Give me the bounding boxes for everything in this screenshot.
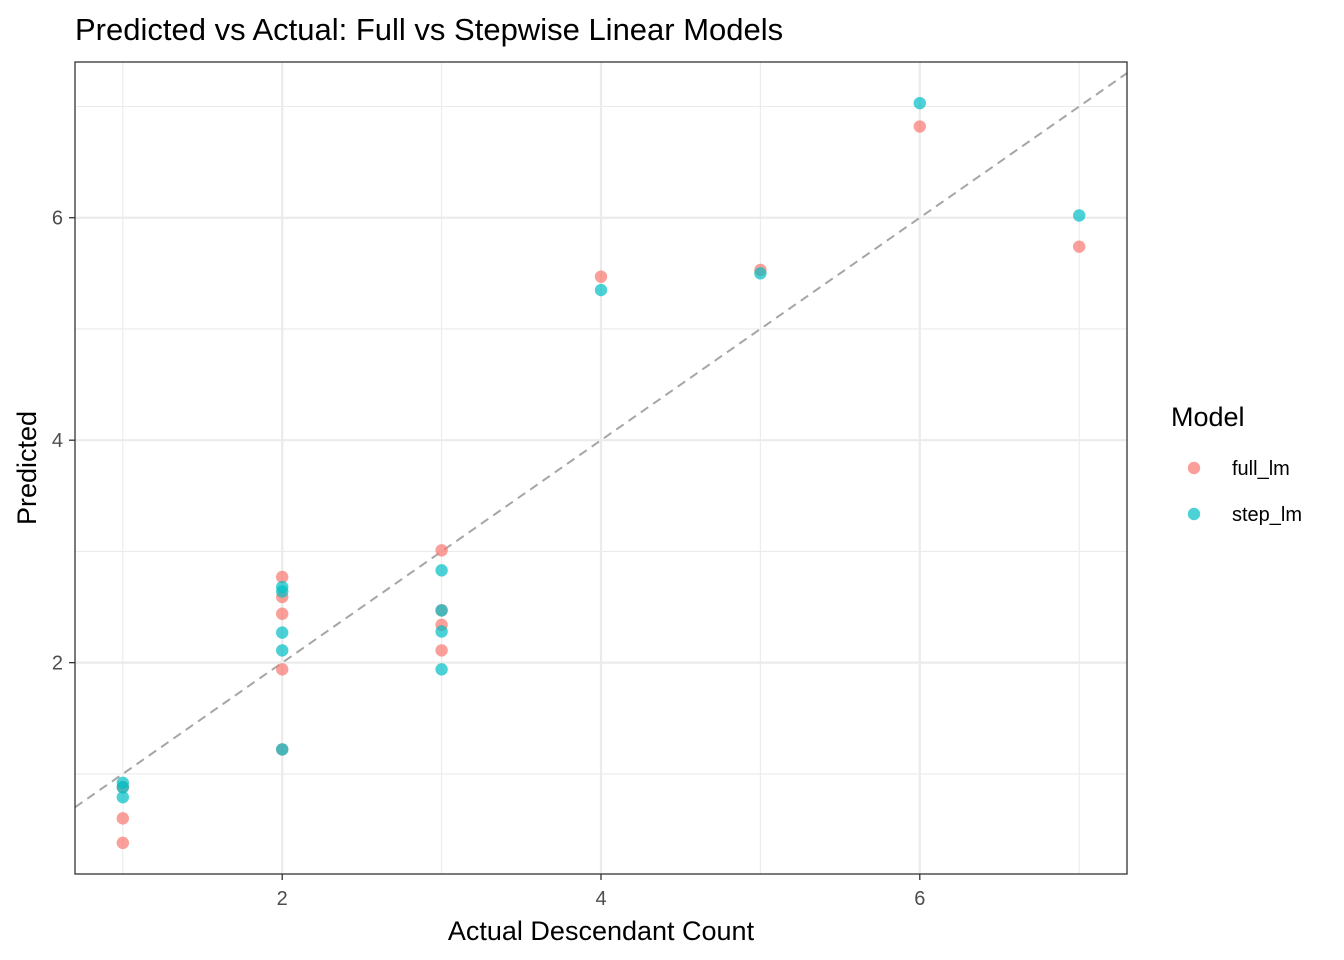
y-tick-label: 6 (52, 208, 63, 230)
data-point-step-lm (435, 564, 448, 577)
data-point-full-lm (276, 607, 289, 620)
data-point-full-lm (116, 836, 130, 850)
x-tick-label: 6 (914, 888, 925, 910)
x-tick-label: 2 (277, 888, 288, 910)
data-point-full-lm (1072, 240, 1086, 253)
data-point-full-lm (913, 120, 926, 133)
legend-label: full_lm (1232, 458, 1290, 480)
legend-title: Model (1171, 402, 1245, 432)
legend-label: step_lm (1232, 504, 1302, 526)
data-point-step-lm (276, 580, 289, 594)
data-point-full-lm (276, 663, 289, 676)
data-point-step-lm (276, 626, 289, 639)
x-axis-title: Actual Descendant Count (448, 916, 755, 946)
legend-key-full-lm (1187, 461, 1201, 475)
identity-reference-line (74, 72, 1128, 809)
data-point-step-lm (435, 625, 448, 638)
y-tick-label: 2 (52, 653, 63, 675)
data-point-step-lm (116, 791, 130, 804)
data-point-step-lm (754, 267, 767, 280)
y-tick-label: 4 (52, 430, 63, 452)
data-point-full-lm (435, 644, 448, 657)
x-tick-label: 4 (595, 888, 606, 910)
data-point-step-lm (1072, 209, 1086, 222)
data-point-full-lm (435, 544, 448, 557)
plot-panel (74, 61, 1128, 875)
data-point-step-lm (594, 283, 608, 297)
data-point-step-lm (913, 96, 926, 110)
legend-key-step-lm (1187, 507, 1201, 521)
data-point-full-lm (276, 570, 289, 584)
data-point-step-lm (435, 604, 448, 617)
data-point-step-lm (276, 644, 289, 657)
data-point-full-lm (116, 812, 130, 825)
gridlines (75, 62, 1127, 874)
x-axis-ticks: 2 4 6 (277, 874, 925, 910)
data-points (116, 96, 1086, 850)
y-axis-title: Predicted (12, 411, 42, 525)
chart-title: Predicted vs Actual: Full vs Stepwise Li… (75, 12, 783, 47)
legend: Model full_lm step_lm (1171, 402, 1302, 526)
y-axis-ticks: 2 4 6 (52, 208, 75, 675)
data-point-step-lm (276, 743, 289, 756)
data-point-full-lm (594, 270, 608, 283)
data-point-step-lm (435, 663, 448, 676)
data-point-step-lm (116, 776, 130, 789)
